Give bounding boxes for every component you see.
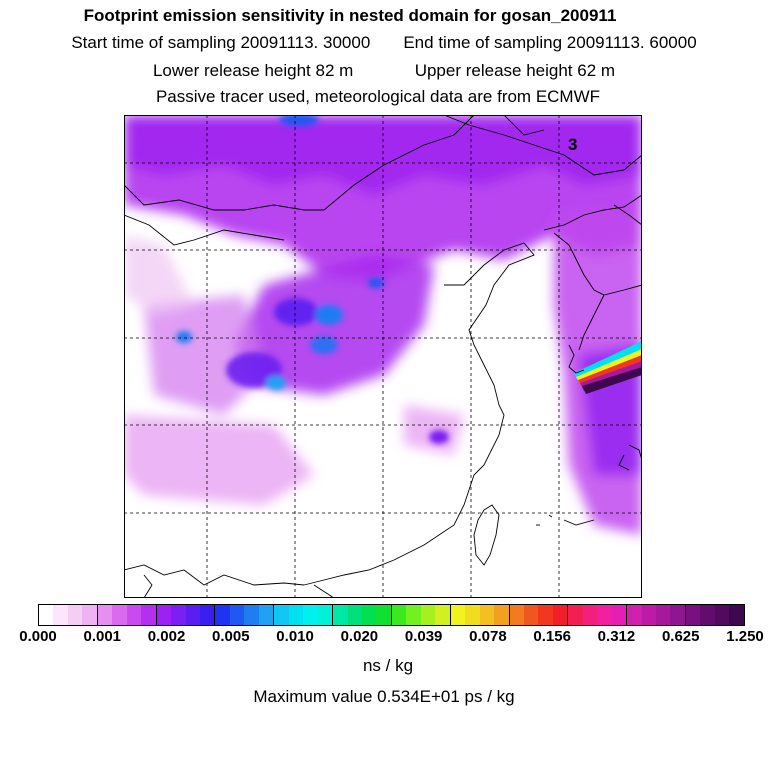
colorbar-cell	[67, 605, 83, 625]
colorbar-tick-label: 0.020	[340, 628, 379, 645]
colorbar-cell	[670, 605, 685, 625]
colorbar-cell	[361, 605, 377, 625]
maximum-value: Maximum value 0.534E+01 ps / kg	[253, 687, 515, 706]
colorbar-cell	[449, 605, 466, 625]
colorbar-cell	[185, 605, 200, 625]
upper-release-height: Upper release height 62 m	[414, 61, 616, 80]
colorbar-cell	[626, 605, 642, 625]
colorbar-cell	[199, 605, 215, 625]
colorbar-cell	[171, 605, 186, 625]
colorbar	[38, 604, 745, 626]
colorbar-cell	[611, 605, 627, 625]
colorbar-cell	[141, 605, 156, 625]
colorbar-cell	[155, 605, 172, 625]
colorbar-cell	[214, 605, 230, 625]
colorbar-cell	[567, 605, 583, 625]
coastlines	[124, 115, 642, 598]
colorbar-cell	[376, 605, 391, 625]
colorbar-cell	[39, 605, 54, 625]
footprint-map	[124, 115, 642, 598]
colorbar-cell	[288, 605, 304, 625]
colorbar-cell	[258, 605, 274, 625]
colorbar-cell	[538, 605, 553, 625]
colorbar-tick-label: 0.156	[533, 628, 571, 645]
end-sampling-time: End time of sampling 20091113. 60000	[403, 33, 697, 52]
colorbar-tick-label: 0.005	[212, 628, 250, 645]
colorbar-cell	[406, 605, 421, 625]
high-sensitivity-patches	[176, 115, 449, 444]
colorbar-tick-label: 0.625	[661, 628, 700, 645]
colorbar-cell	[582, 605, 598, 625]
colorbar-cell	[390, 605, 407, 625]
colorbar-cell	[641, 605, 657, 625]
colorbar-cell	[479, 605, 495, 625]
colorbar-cell	[53, 605, 68, 625]
start-sampling-time: Start time of sampling 20091113. 30000	[71, 33, 371, 52]
colorbar-cell	[420, 605, 436, 625]
colorbar-cell	[494, 605, 509, 625]
map-frame	[124, 115, 642, 598]
colorbar-cell	[523, 605, 539, 625]
colorbar-cell	[552, 605, 568, 625]
colorbar-tick-label: 0.078	[469, 628, 507, 645]
colorbar-cell	[684, 605, 701, 625]
colorbar-cell	[112, 605, 127, 625]
colorbar-cell	[244, 605, 259, 625]
colorbar-cell	[714, 605, 730, 625]
colorbar-cell	[700, 605, 715, 625]
colorbar-tick-label: 1.250	[726, 628, 764, 645]
colorbar-cell	[435, 605, 450, 625]
domain-number: 3	[568, 135, 578, 154]
colorbar-cell	[347, 605, 362, 625]
colorbar-tick-label: 0.312	[597, 628, 636, 645]
colorbar-cell	[82, 605, 97, 625]
release-heights: Lower release height 82 m Upper release …	[0, 61, 768, 81]
colorbar-cell	[508, 605, 524, 625]
sampling-times: Start time of sampling 20091113. 30000 E…	[0, 33, 768, 53]
colorbar-unit: ns / kg	[362, 656, 414, 675]
colorbar-cell	[597, 605, 612, 625]
colorbar-cell	[465, 605, 480, 625]
colorbar-cell	[96, 605, 113, 625]
colorbar-cell	[273, 605, 289, 625]
colorbar-cell	[303, 605, 318, 625]
colorbar-tick-label: 0.002	[147, 628, 186, 645]
colorbar-cell	[656, 605, 671, 625]
lower-release-height: Lower release height 82 m	[152, 61, 354, 80]
colorbar-tick-label: 0.001	[83, 628, 122, 645]
colorbar-cell	[317, 605, 333, 625]
sensitivity-field	[124, 115, 642, 535]
colorbar-cell	[332, 605, 348, 625]
map-canvas	[124, 115, 642, 598]
colorbar-cell	[126, 605, 142, 625]
colorbar-tick-label: 0.000	[19, 628, 57, 645]
graticule	[124, 115, 642, 598]
colorbar-tick-label: 0.010	[276, 628, 314, 645]
colorbar-cell	[229, 605, 245, 625]
tracer-info: Passive tracer used, meteorological data…	[155, 87, 601, 106]
plot-title: Footprint emission sensitivity in nested…	[83, 6, 617, 25]
colorbar-cell	[729, 605, 744, 625]
colorbar-tick-label: 0.039	[404, 628, 443, 645]
peak-plume	[574, 341, 642, 394]
